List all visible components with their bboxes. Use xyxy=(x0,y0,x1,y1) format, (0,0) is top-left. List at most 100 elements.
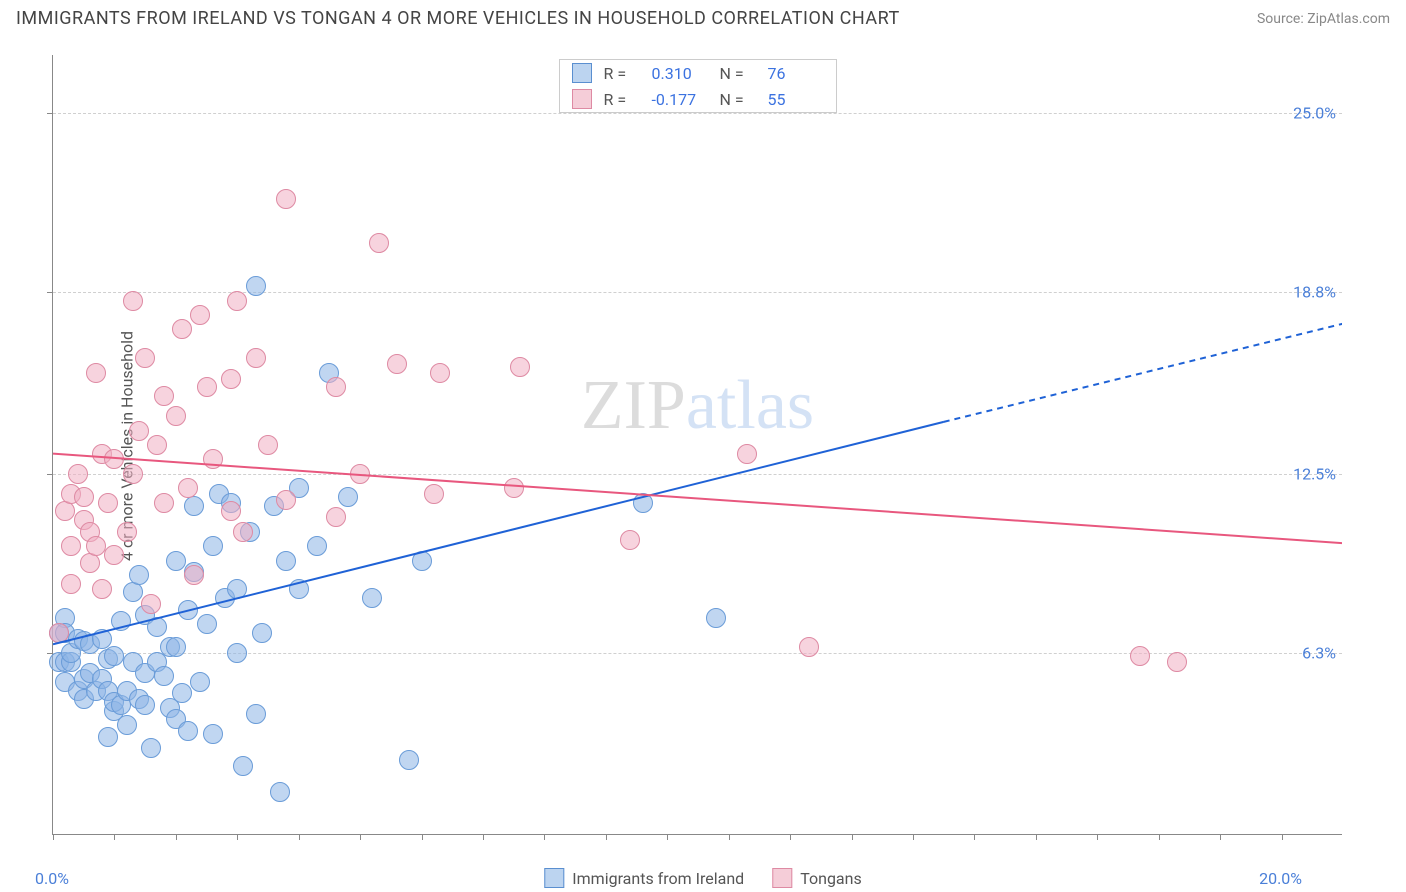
scatter-point-ireland xyxy=(135,695,155,715)
legend-bottom: Immigrants from Ireland Tongans xyxy=(536,866,869,890)
scatter-point-tongans xyxy=(276,189,296,209)
scatter-point-ireland xyxy=(246,704,266,724)
scatter-point-ireland xyxy=(289,579,309,599)
x-tick-mark xyxy=(1097,834,1098,840)
x-tick-mark xyxy=(360,834,361,840)
x-tick-mark xyxy=(606,834,607,840)
scatter-point-ireland xyxy=(184,496,204,516)
scatter-point-ireland xyxy=(129,565,149,585)
legend-r-value: -0.177 xyxy=(652,90,708,109)
legend-top: R =0.310N =76R =-0.177N =55 xyxy=(559,59,837,113)
scatter-point-ireland xyxy=(92,629,112,649)
y-tick-mark xyxy=(47,113,53,114)
scatter-point-tongans xyxy=(104,449,124,469)
y-tick-label: 6.3% xyxy=(1302,644,1336,663)
legend-bottom-item: Immigrants from Ireland xyxy=(544,868,744,888)
scatter-point-tongans xyxy=(92,579,112,599)
scatter-point-tongans xyxy=(197,377,217,397)
scatter-point-tongans xyxy=(246,348,266,368)
x-tick-mark xyxy=(1159,834,1160,840)
scatter-point-tongans xyxy=(86,363,106,383)
scatter-point-ireland xyxy=(633,493,653,513)
scatter-point-ireland xyxy=(362,588,382,608)
scatter-point-ireland xyxy=(104,646,124,666)
scatter-point-ireland xyxy=(123,582,143,602)
legend-r-label: R = xyxy=(604,64,640,83)
scatter-point-ireland xyxy=(154,666,174,686)
scatter-point-tongans xyxy=(221,369,241,389)
x-tick-mark xyxy=(483,834,484,840)
scatter-point-tongans xyxy=(190,305,210,325)
scatter-point-tongans xyxy=(68,464,88,484)
scatter-point-tongans xyxy=(178,478,198,498)
scatter-point-tongans xyxy=(430,363,450,383)
scatter-point-tongans xyxy=(98,493,118,513)
scatter-point-ireland xyxy=(147,617,167,637)
scatter-point-ireland xyxy=(190,672,210,692)
legend-swatch xyxy=(572,63,592,83)
scatter-point-ireland xyxy=(197,614,217,634)
x-tick-mark xyxy=(852,834,853,840)
legend-label: Immigrants from Ireland xyxy=(572,869,744,888)
scatter-point-ireland xyxy=(233,756,253,776)
scatter-point-ireland xyxy=(111,611,131,631)
scatter-point-tongans xyxy=(172,319,192,339)
scatter-point-ireland xyxy=(412,551,432,571)
scatter-point-ireland xyxy=(117,715,137,735)
x-tick-mark xyxy=(53,834,54,840)
legend-n-label: N = xyxy=(720,90,756,109)
scatter-point-ireland xyxy=(166,637,186,657)
trend-line-ext-ireland xyxy=(944,324,1342,422)
y-tick-mark xyxy=(47,474,53,475)
x-tick-mark xyxy=(1220,834,1221,840)
scatter-point-ireland xyxy=(178,721,198,741)
legend-swatch xyxy=(544,868,564,888)
scatter-point-tongans xyxy=(104,545,124,565)
scatter-point-tongans xyxy=(276,490,296,510)
scatter-point-tongans xyxy=(369,233,389,253)
legend-top-row: R =0.310N =76 xyxy=(560,60,836,86)
scatter-point-tongans xyxy=(203,449,223,469)
x-tick-mark xyxy=(1282,834,1283,840)
scatter-point-tongans xyxy=(221,501,241,521)
scatter-point-ireland xyxy=(172,683,192,703)
scatter-point-tongans xyxy=(799,637,819,657)
scatter-point-ireland xyxy=(399,750,419,770)
scatter-point-tongans xyxy=(61,574,81,594)
scatter-point-ireland xyxy=(338,487,358,507)
x-tick-mark xyxy=(299,834,300,840)
scatter-point-ireland xyxy=(706,608,726,628)
legend-r-label: R = xyxy=(604,90,640,109)
x-tick-mark xyxy=(544,834,545,840)
scatter-point-tongans xyxy=(117,522,137,542)
x-tick-mark xyxy=(114,834,115,840)
scatter-point-tongans xyxy=(510,357,530,377)
source-text: Source: ZipAtlas.com xyxy=(1257,11,1390,27)
scatter-point-tongans xyxy=(350,464,370,484)
scatter-point-tongans xyxy=(504,478,524,498)
scatter-point-tongans xyxy=(227,291,247,311)
x-tick-mark xyxy=(237,834,238,840)
scatter-point-ireland xyxy=(203,724,223,744)
legend-n-label: N = xyxy=(720,64,756,83)
grid-line xyxy=(53,474,1342,475)
scatter-point-tongans xyxy=(49,623,69,643)
chart-title: IMMIGRANTS FROM IRELAND VS TONGAN 4 OR M… xyxy=(16,8,900,29)
watermark: ZIPatlas xyxy=(581,366,814,446)
scatter-point-tongans xyxy=(74,487,94,507)
scatter-point-tongans xyxy=(166,406,186,426)
scatter-point-tongans xyxy=(61,536,81,556)
scatter-point-ireland xyxy=(307,536,327,556)
scatter-point-ireland xyxy=(178,600,198,620)
scatter-point-tongans xyxy=(55,501,75,521)
x-tick-mark xyxy=(422,834,423,840)
legend-top-row: R =-0.177N =55 xyxy=(560,86,836,112)
grid-line xyxy=(53,292,1342,293)
legend-bottom-item: Tongans xyxy=(772,868,862,888)
scatter-point-ireland xyxy=(227,643,247,663)
legend-r-value: 0.310 xyxy=(652,64,708,83)
scatter-point-ireland xyxy=(227,579,247,599)
scatter-point-ireland xyxy=(98,727,118,747)
scatter-point-ireland xyxy=(252,623,272,643)
y-tick-mark xyxy=(47,292,53,293)
